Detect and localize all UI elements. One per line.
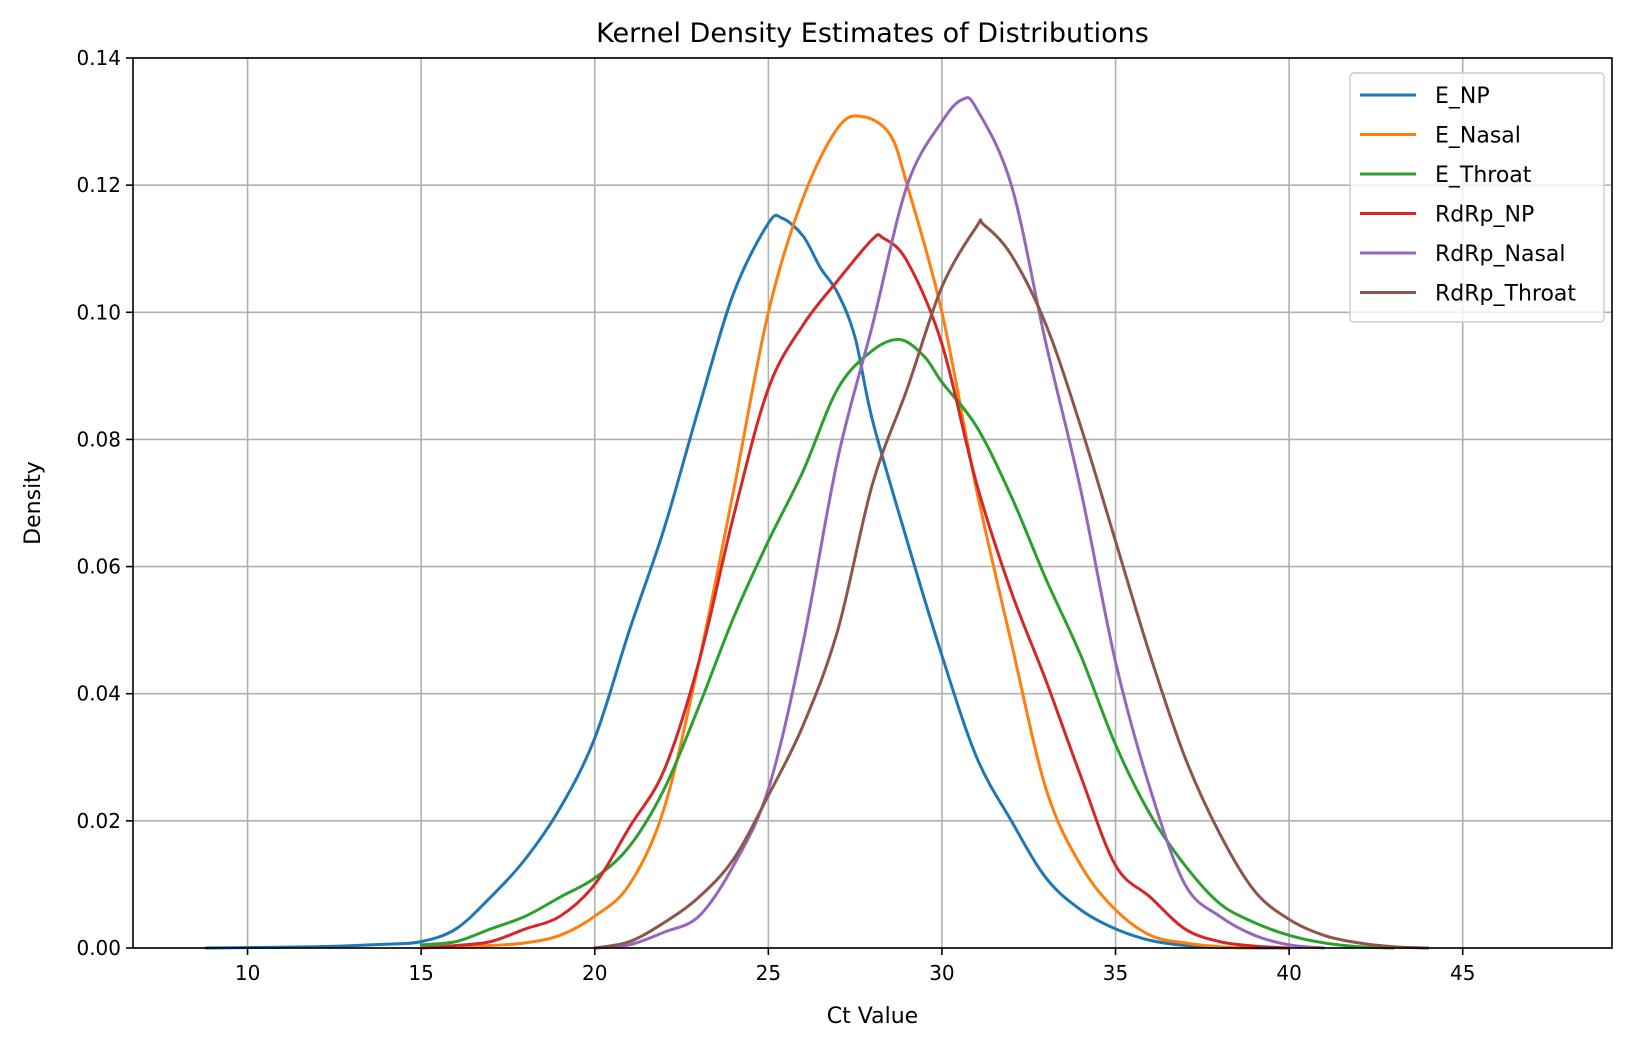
x-tick-label: 35 (1103, 961, 1128, 985)
series-line-e-np (204, 213, 1291, 950)
series-line-rdrp-throat (593, 218, 1430, 950)
x-tick-label: 45 (1450, 961, 1475, 985)
chart-title: Kernel Density Estimates of Distribution… (596, 18, 1149, 49)
y-tick-label: 0.04 (76, 682, 121, 706)
y-axis: 0.00 0.02 0.04 0.06 0.08 0.10 0.12 0.14 (76, 46, 133, 960)
x-axis-label: Ct Value (827, 1004, 918, 1029)
legend-label: E_NP (1435, 84, 1490, 109)
x-tick-label: 25 (756, 961, 781, 985)
y-axis-label: Density (21, 461, 46, 545)
legend-label: RdRp_NP (1435, 203, 1534, 228)
x-tick-label: 30 (929, 961, 954, 985)
y-tick-label: 0.14 (76, 46, 121, 70)
series-line-e-nasal (419, 114, 1256, 950)
legend-label: E_Throat (1435, 163, 1532, 188)
y-tick-label: 0.08 (76, 427, 121, 451)
plot-frame (132, 57, 1613, 949)
legend-label: E_Nasal (1435, 124, 1521, 149)
legend-label: RdRp_Nasal (1435, 242, 1566, 267)
x-axis: 10 15 20 25 30 35 40 45 (235, 948, 1475, 985)
legend: E_NP E_Nasal E_Throat RdRp_NP RdRp_Nasal RdRp… (1349, 72, 1605, 323)
x-tick-label: 15 (408, 961, 433, 985)
y-tick-label: 0.12 (76, 173, 121, 197)
series-layer (204, 96, 1430, 950)
y-tick-label: 0.00 (76, 936, 121, 960)
series-line-e-throat (419, 337, 1395, 950)
y-tick-label: 0.02 (76, 809, 121, 833)
series-line-rdrp-np (419, 232, 1291, 950)
legend-label: RdRp_Throat (1435, 282, 1576, 307)
x-tick-label: 20 (582, 961, 607, 985)
x-tick-label: 40 (1276, 961, 1301, 985)
y-tick-label: 0.06 (76, 555, 121, 579)
y-tick-label: 0.10 (76, 300, 121, 324)
series-line-rdrp-nasal (593, 96, 1326, 950)
x-tick-label: 10 (235, 961, 260, 985)
